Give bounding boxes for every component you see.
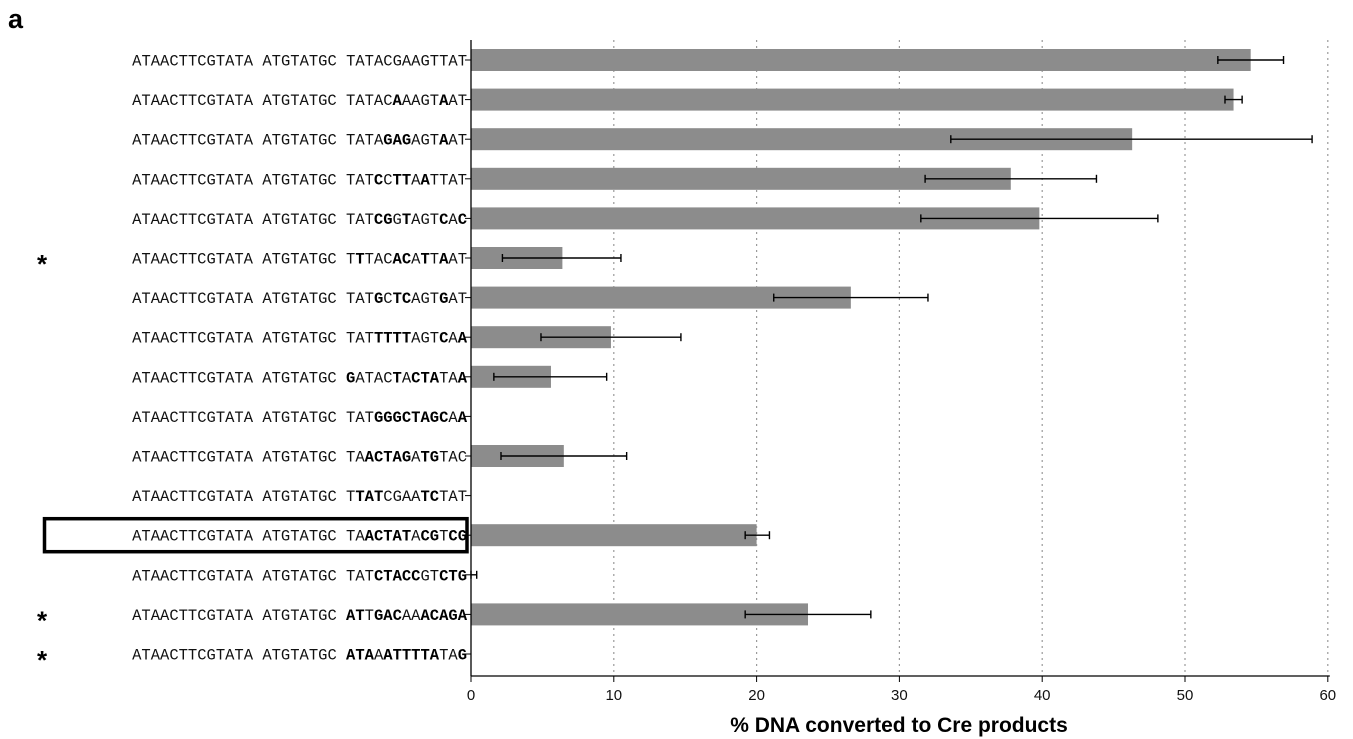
sequence-label: ATAACTTCGTATA ATGTATGC TATGCTCAGTGAT: [132, 290, 467, 308]
sequence-label: ATAACTTCGTATA ATGTATGC TATCTACCGTCTG: [132, 567, 467, 585]
bar: [471, 49, 1251, 71]
axes: 0 10 20 30 40 50 60: [465, 40, 1336, 704]
gridlines: [613, 40, 1329, 676]
sequence-label: ATAACTTCGTATA ATGTATGC TATCGGTAGTCAC: [132, 211, 467, 229]
bar: [471, 286, 851, 309]
bar: [471, 207, 1040, 230]
sequence-label: ATAACTTCGTATA ATGTATGC TATGGGCTAGCAA: [132, 409, 468, 427]
sequence-label: ATAACTTCGTATA ATGTATGC TATACAAAGTAAT: [132, 92, 467, 110]
sequence-label: ATAACTTCGTATA ATGTATGC TTATCGAATCTAT: [132, 488, 467, 506]
sequence-label: ATAACTTCGTATA ATGTATGC TAACTATACGTCG: [132, 528, 467, 546]
significance-star: *: [37, 249, 48, 279]
sequence-label: ATAACTTCGTATA ATGTATGC TATACGAAGTTAT: [132, 53, 467, 71]
sequence-label: ATAACTTCGTATA ATGTATGC TAACTAGATGTAC: [132, 449, 467, 467]
bar: [471, 524, 757, 547]
x-tick-label: 0: [467, 687, 475, 704]
x-tick-label: 20: [748, 687, 765, 704]
sequence-label: ATAACTTCGTATA ATGTATGC TATAGAGAGTAAT: [132, 132, 467, 150]
error-bars: [470, 56, 1313, 619]
sequence-label: ATAACTTCGTATA ATGTATGC TATTTTTAGTCAA: [132, 330, 468, 348]
x-tick-label: 60: [1319, 687, 1336, 704]
bar: [471, 88, 1234, 111]
sequence-label: ATAACTTCGTATA ATGTATGC ATAAATTTTATAG: [132, 647, 467, 665]
sequence-label: ATAACTTCGTATA ATGTATGC ATTGACAAACAGA: [132, 607, 468, 625]
bar: [471, 167, 1011, 190]
sequence-label: ATAACTTCGTATA ATGTATGC TTTACACATTAAT: [132, 251, 467, 269]
x-axis-label: % DNA converted to Cre products: [730, 714, 1068, 737]
x-tick-label: 10: [605, 687, 622, 704]
sequence-labels: ATAACTTCGTATA ATGTATGC TATACGAAGTTAT ATAA…: [37, 53, 469, 675]
bar: [471, 603, 809, 626]
x-tick-label: 50: [1177, 687, 1194, 704]
sequence-label: ATAACTTCGTATA ATGTATGC TATCCTTAATTAT: [132, 171, 467, 189]
significance-star: *: [37, 645, 48, 675]
significance-star: *: [37, 605, 48, 635]
x-tick-label: 40: [1034, 687, 1051, 704]
x-tick-label: 30: [891, 687, 908, 704]
panel-label: a: [8, 4, 24, 34]
bar: [471, 128, 1133, 151]
sequence-label: ATAACTTCGTATA ATGTATGC GATACTACTATAA: [132, 369, 468, 387]
